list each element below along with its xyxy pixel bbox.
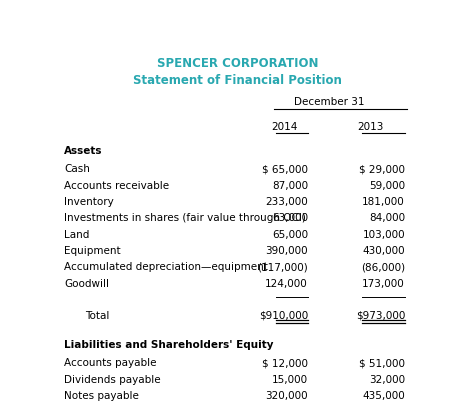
Text: 63,000: 63,000 <box>271 213 307 223</box>
Text: $ 29,000: $ 29,000 <box>358 164 404 175</box>
Text: 59,000: 59,000 <box>368 181 404 191</box>
Text: $ 12,000: $ 12,000 <box>261 359 307 368</box>
Text: 103,000: 103,000 <box>362 230 404 240</box>
Text: $ 51,000: $ 51,000 <box>358 359 404 368</box>
Text: December 31: December 31 <box>294 97 364 107</box>
Text: 390,000: 390,000 <box>265 246 307 256</box>
Text: Dividends payable: Dividends payable <box>64 375 160 385</box>
Text: 87,000: 87,000 <box>271 181 307 191</box>
Text: 320,000: 320,000 <box>265 391 307 401</box>
Text: 2013: 2013 <box>357 123 383 133</box>
Text: $910,000: $910,000 <box>258 311 307 321</box>
Text: 233,000: 233,000 <box>264 197 307 207</box>
Text: Equipment: Equipment <box>64 246 120 256</box>
Text: Assets: Assets <box>64 146 102 156</box>
Text: Total: Total <box>85 311 109 321</box>
Text: 430,000: 430,000 <box>362 246 404 256</box>
Text: Inventory: Inventory <box>64 197 113 207</box>
Text: 173,000: 173,000 <box>362 278 404 289</box>
Text: Notes payable: Notes payable <box>64 391 139 401</box>
Text: Accounts payable: Accounts payable <box>64 359 156 368</box>
Text: 435,000: 435,000 <box>362 391 404 401</box>
Text: Cash: Cash <box>64 164 90 175</box>
Text: (86,000): (86,000) <box>360 262 404 272</box>
Text: $ 65,000: $ 65,000 <box>261 164 307 175</box>
Text: Investments in shares (fair value through OCI): Investments in shares (fair value throug… <box>64 213 305 223</box>
Text: Liabilities and Shareholders' Equity: Liabilities and Shareholders' Equity <box>64 340 273 350</box>
Text: $973,000: $973,000 <box>355 311 404 321</box>
Text: Goodwill: Goodwill <box>64 278 109 289</box>
Text: 181,000: 181,000 <box>362 197 404 207</box>
Text: Statement of Financial Position: Statement of Financial Position <box>133 74 342 87</box>
Text: Accounts receivable: Accounts receivable <box>64 181 169 191</box>
Text: Accumulated depreciation—equipment: Accumulated depreciation—equipment <box>64 262 268 272</box>
Text: 65,000: 65,000 <box>271 230 307 240</box>
Text: 84,000: 84,000 <box>368 213 404 223</box>
Text: 2014: 2014 <box>271 123 297 133</box>
Text: SPENCER CORPORATION: SPENCER CORPORATION <box>156 57 318 70</box>
Text: 32,000: 32,000 <box>368 375 404 385</box>
Text: 124,000: 124,000 <box>264 278 307 289</box>
Text: (117,000): (117,000) <box>257 262 307 272</box>
Text: Land: Land <box>64 230 89 240</box>
Text: 15,000: 15,000 <box>271 375 307 385</box>
